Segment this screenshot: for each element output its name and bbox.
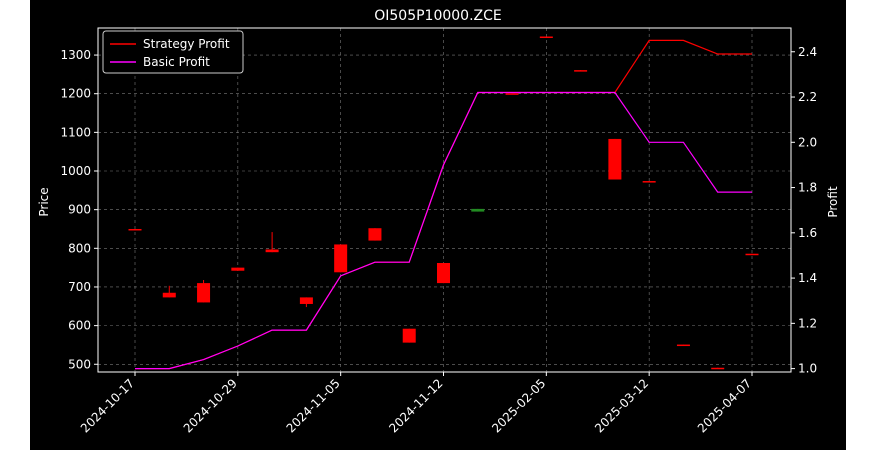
x-tick-label: 2024-10-29 [181, 376, 240, 435]
y-tick-label-left: 500 [68, 357, 91, 371]
candle-body [334, 244, 348, 273]
y-tick-label-left: 1100 [60, 125, 91, 139]
candle-body [676, 344, 690, 347]
candle-body [162, 292, 176, 298]
candle-body [437, 263, 450, 284]
y-axis-right-label: Profit [826, 186, 840, 218]
candle-body [128, 228, 142, 231]
candle-body [642, 181, 656, 183]
legend-label-basic-profit: Basic Profit [143, 55, 210, 69]
y-tick-label-right: 1.6 [798, 226, 817, 240]
axes: 500 600 700 800 900 1000 1100 1200 1300 1.0 1.2 1.4… [60, 27, 817, 435]
candle-body [505, 93, 519, 95]
x-tick-label: 2025-03-12 [592, 376, 651, 435]
candle-body [711, 367, 725, 370]
y-tick-label-right: 1.0 [798, 362, 817, 376]
chart-figure: OI505P10000.ZCE 500 600 700 800 900 1000 1100 1… [30, 0, 846, 450]
x-tick-label: 2024-10-17 [78, 376, 137, 435]
y-tick-label-right: 1.8 [798, 181, 817, 195]
candle-body [231, 267, 245, 271]
y-tick-label-left: 1000 [60, 164, 91, 178]
x-tick-label: 2024-11-12 [386, 376, 445, 435]
y-tick-label-right: 2.4 [798, 45, 817, 59]
candle-body [402, 328, 416, 343]
candle-body [197, 283, 211, 303]
plot-frame [97, 27, 792, 373]
candle-body [745, 253, 759, 256]
y-axis-left-label: Price [37, 187, 51, 216]
y-tick-label-left: 1300 [60, 48, 91, 62]
candle-body [265, 249, 279, 253]
candle-body [574, 70, 588, 72]
candle-body [299, 297, 313, 304]
line-basic-profit [135, 91, 752, 370]
candles [128, 36, 759, 370]
candle-body [471, 208, 485, 212]
legend-label-strategy-profit: Strategy Profit [143, 37, 230, 51]
chart-title: OI505P10000.ZCE [374, 8, 502, 24]
x-tick-label: 2025-04-07 [695, 376, 754, 435]
y-tick-label-left: 1200 [60, 87, 91, 101]
candlestick-chart: OI505P10000.ZCE 500 600 700 800 900 1000 1100 1… [37, 8, 840, 435]
y-tick-label-right: 1.2 [798, 316, 817, 330]
y-tick-label-right: 2.0 [798, 135, 817, 149]
profit-lines [135, 39, 752, 370]
legend: Strategy Profit Basic Profit [102, 30, 244, 74]
candle-body [368, 228, 382, 241]
y-tick-label-left: 600 [68, 319, 91, 333]
legend-box [102, 30, 244, 74]
y-tick-label-left: 900 [68, 203, 91, 217]
grid [98, 28, 791, 372]
y-tick-label-left: 700 [68, 280, 91, 294]
y-tick-label-right: 1.4 [798, 271, 817, 285]
x-tick-label: 2024-11-05 [284, 376, 343, 435]
y-tick-label-right: 2.2 [798, 90, 817, 104]
y-tick-label-left: 800 [68, 241, 91, 255]
candle-body [608, 138, 622, 180]
x-tick-label: 2025-02-05 [489, 376, 548, 435]
candle-body [539, 36, 553, 39]
